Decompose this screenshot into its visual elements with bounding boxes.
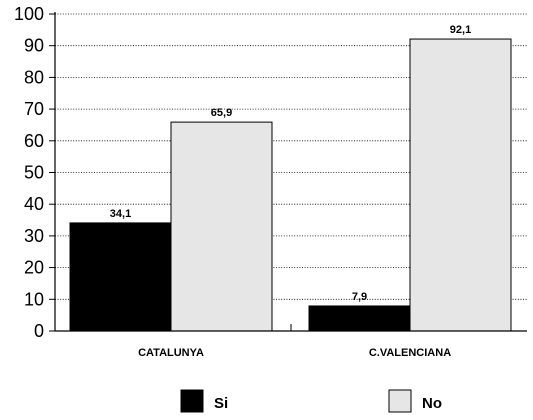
x-tick-label: CATALUNYA bbox=[138, 347, 204, 359]
legend-label: No bbox=[422, 395, 442, 412]
bar-si-c-valenciana bbox=[308, 305, 411, 332]
value-labels: 34,1 7,9 65,9 92,1 bbox=[110, 24, 471, 303]
data-label: 7,9 bbox=[352, 291, 367, 303]
bars bbox=[69, 38, 512, 332]
x-tick-label: C.VALENCIANA bbox=[369, 347, 451, 359]
legend-label: Si bbox=[214, 395, 228, 412]
y-tick-label: 90 bbox=[24, 36, 44, 56]
y-tick-label: 40 bbox=[24, 194, 44, 214]
axes: 0 10 20 30 40 50 60 70 80 90 100 CATALUNYA C.VALENCI… bbox=[14, 4, 527, 359]
y-tick-label: 100 bbox=[14, 4, 44, 24]
y-tick-label: 0 bbox=[34, 321, 44, 341]
bar-si-catalunya bbox=[69, 222, 172, 332]
bar-no-catalunya bbox=[170, 121, 273, 332]
y-tick-label: 70 bbox=[24, 99, 44, 119]
y-tick-label: 20 bbox=[24, 258, 44, 278]
legend-swatch bbox=[180, 389, 204, 413]
y-tick-label: 50 bbox=[24, 163, 44, 183]
legend: Si No bbox=[180, 389, 442, 413]
data-label: 92,1 bbox=[450, 24, 471, 36]
y-tick-label: 10 bbox=[24, 289, 44, 309]
data-label: 34,1 bbox=[110, 208, 131, 220]
y-tick-label: 60 bbox=[24, 131, 44, 151]
data-label: 65,9 bbox=[211, 107, 232, 119]
y-tick-label: 30 bbox=[24, 226, 44, 246]
y-tick-label: 80 bbox=[24, 67, 44, 87]
bar-no-c-valenciana bbox=[409, 38, 512, 332]
legend-swatch bbox=[388, 389, 412, 413]
